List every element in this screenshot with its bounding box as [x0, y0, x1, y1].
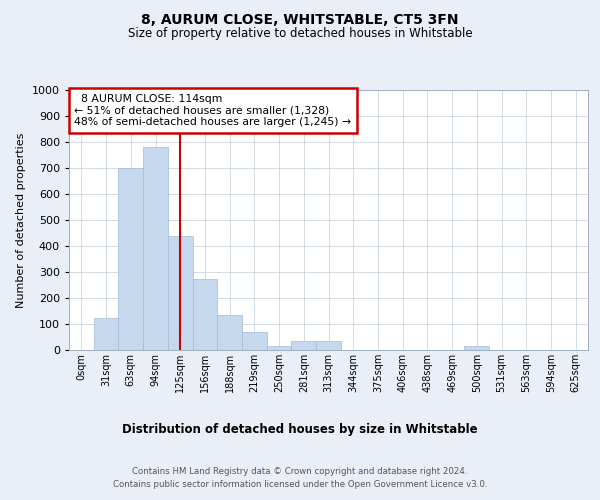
Bar: [94, 318, 118, 350]
Text: 8 AURUM CLOSE: 114sqm  
← 51% of detached houses are smaller (1,328)
48% of semi: 8 AURUM CLOSE: 114sqm ← 51% of detached …: [74, 94, 352, 127]
Text: Contains HM Land Registry data © Crown copyright and database right 2024.: Contains HM Land Registry data © Crown c…: [132, 468, 468, 476]
Bar: [168, 236, 193, 350]
Y-axis label: Number of detached properties: Number of detached properties: [16, 132, 26, 308]
Text: Contains public sector information licensed under the Open Government Licence v3: Contains public sector information licen…: [113, 480, 487, 489]
Bar: [118, 168, 143, 350]
Bar: [292, 341, 316, 350]
Bar: [217, 315, 242, 350]
Bar: [464, 346, 489, 350]
Bar: [143, 147, 168, 350]
Bar: [193, 278, 217, 350]
Text: Size of property relative to detached houses in Whitstable: Size of property relative to detached ho…: [128, 28, 472, 40]
Bar: [267, 346, 292, 350]
Bar: [242, 332, 267, 350]
Bar: [316, 341, 341, 350]
Text: Distribution of detached houses by size in Whitstable: Distribution of detached houses by size …: [122, 422, 478, 436]
Text: 8, AURUM CLOSE, WHITSTABLE, CT5 3FN: 8, AURUM CLOSE, WHITSTABLE, CT5 3FN: [141, 12, 459, 26]
